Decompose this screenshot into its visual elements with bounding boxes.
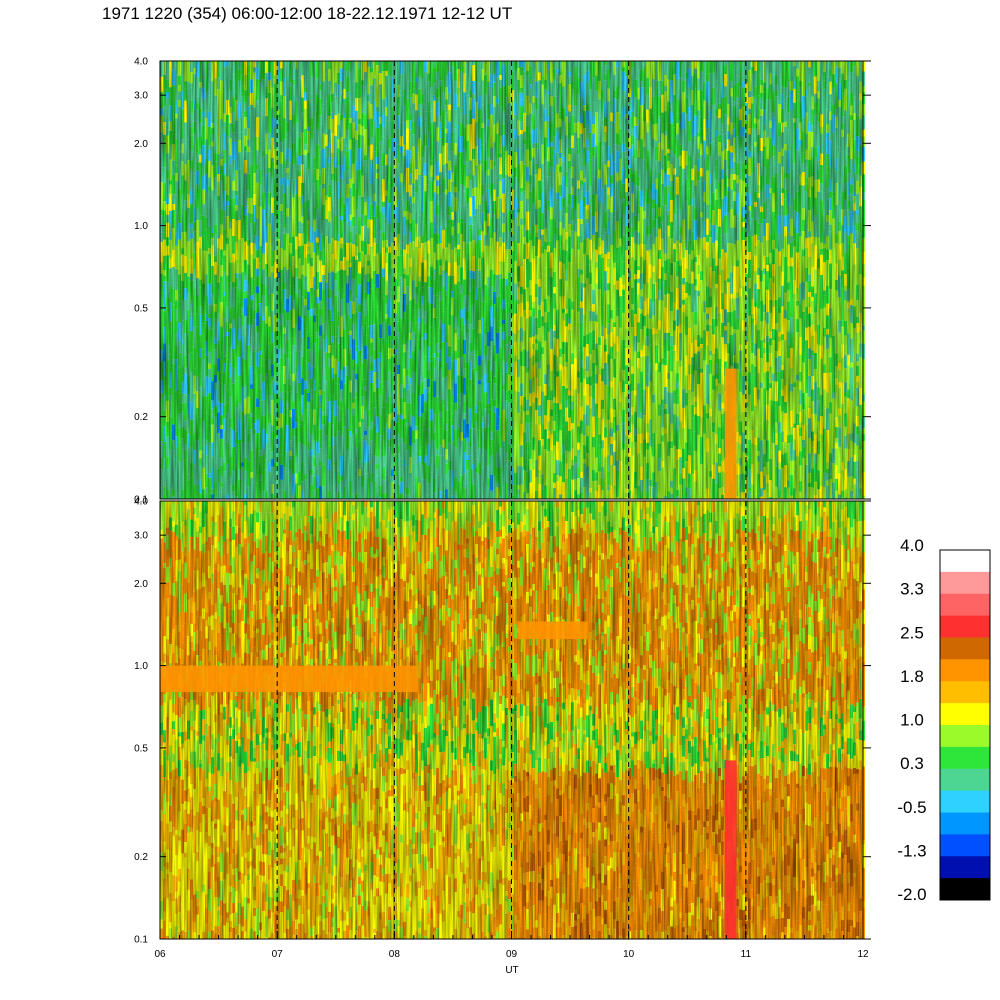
- colorbar-label: 3.3: [900, 580, 924, 599]
- y-tick-label-top: 2.0: [134, 139, 148, 150]
- colorbar-swatch: [940, 615, 990, 638]
- spectral-feature-bottom-0: [160, 665, 418, 693]
- x-tick-label: 06: [154, 949, 166, 960]
- colorbar-label: 0.3: [900, 754, 924, 773]
- y-tick-label-bottom: 0.5: [134, 743, 148, 754]
- colorbar-label: -0.5: [897, 798, 926, 817]
- y-tick-label-bottom: 4.0: [134, 497, 148, 508]
- y-tick-label-top: 3.0: [134, 91, 148, 102]
- colorbar-swatch: [940, 571, 990, 595]
- colorbar-swatch: [940, 681, 990, 704]
- spectral-feature-bottom-1: [517, 621, 588, 640]
- colorbar-swatch: [940, 593, 990, 617]
- spectral-feature-top-0: [724, 368, 737, 499]
- x-tick-label: 07: [272, 949, 284, 960]
- colorbar-swatch: [940, 812, 990, 835]
- colorbar-label: 1.8: [900, 667, 924, 686]
- colorbar-label: 1.0: [900, 711, 924, 730]
- panel-frame-top: [159, 60, 864, 500]
- colorbar-frame: [939, 549, 991, 901]
- y-tick-label-bottom: 0.1: [134, 935, 148, 946]
- colorbar-swatch: [940, 703, 990, 726]
- x-tick-label: 12: [857, 949, 869, 960]
- x-axis: 06 07 08 09 10 11 12: [154, 931, 869, 960]
- y-tick-label-bottom: 1.0: [134, 661, 148, 672]
- x-axis-label: UT: [505, 965, 518, 976]
- colorbar: 4.0 3.3 2.5 1.8 1.0 0.3 -0.5 -1.3 -2.0: [897, 536, 991, 904]
- colorbar-label: -2.0: [897, 885, 926, 904]
- bottom-spectrogram-panel: 0.1 0.2 0.5 1.0 2.0 3.0 4.0: [134, 497, 871, 946]
- y-tick-label-bottom: 2.0: [134, 579, 148, 590]
- colorbar-swatch: [940, 834, 990, 857]
- colorbar-swatch: [940, 878, 990, 901]
- colorbar-swatch: [940, 725, 990, 748]
- colorbar-swatch: [940, 768, 990, 792]
- y-tick-label-bottom: 0.2: [134, 852, 148, 863]
- colorbar-swatch: [940, 659, 990, 682]
- colorbar-swatch: [940, 746, 990, 770]
- colorbar-swatch: [940, 790, 990, 813]
- y-tick-label-top: 0.2: [134, 412, 148, 423]
- x-tick-label: 10: [623, 949, 635, 960]
- colorbar-label: 4.0: [900, 536, 924, 555]
- x-tick-label: 11: [741, 949, 752, 960]
- spectral-feature-bottom-2: [724, 760, 737, 939]
- y-tick-label-top: 0.5: [134, 303, 148, 314]
- top-spectrogram-panel: 0.1 0.2 0.5 1.0 2.0 3.0 4.0: [134, 57, 871, 506]
- y-tick-label-top: 1.0: [134, 221, 148, 232]
- y-tick-label-top: 4.0: [134, 57, 148, 68]
- y-tick-label-top: 0.1: [134, 495, 148, 506]
- colorbar-swatch: [940, 550, 990, 573]
- x-tick-label: 08: [389, 949, 401, 960]
- colorbar-swatch: [940, 637, 990, 660]
- colorbar-swatch: [940, 856, 990, 879]
- colorbar-label: -1.3: [897, 841, 926, 860]
- y-tick-label-bottom: 3.0: [134, 531, 148, 542]
- colorbar-label: 2.5: [900, 623, 924, 642]
- chart-title: 1971 1220 (354) 06:00-12:00 18-22.12.197…: [102, 4, 513, 23]
- x-tick-label: 09: [506, 949, 518, 960]
